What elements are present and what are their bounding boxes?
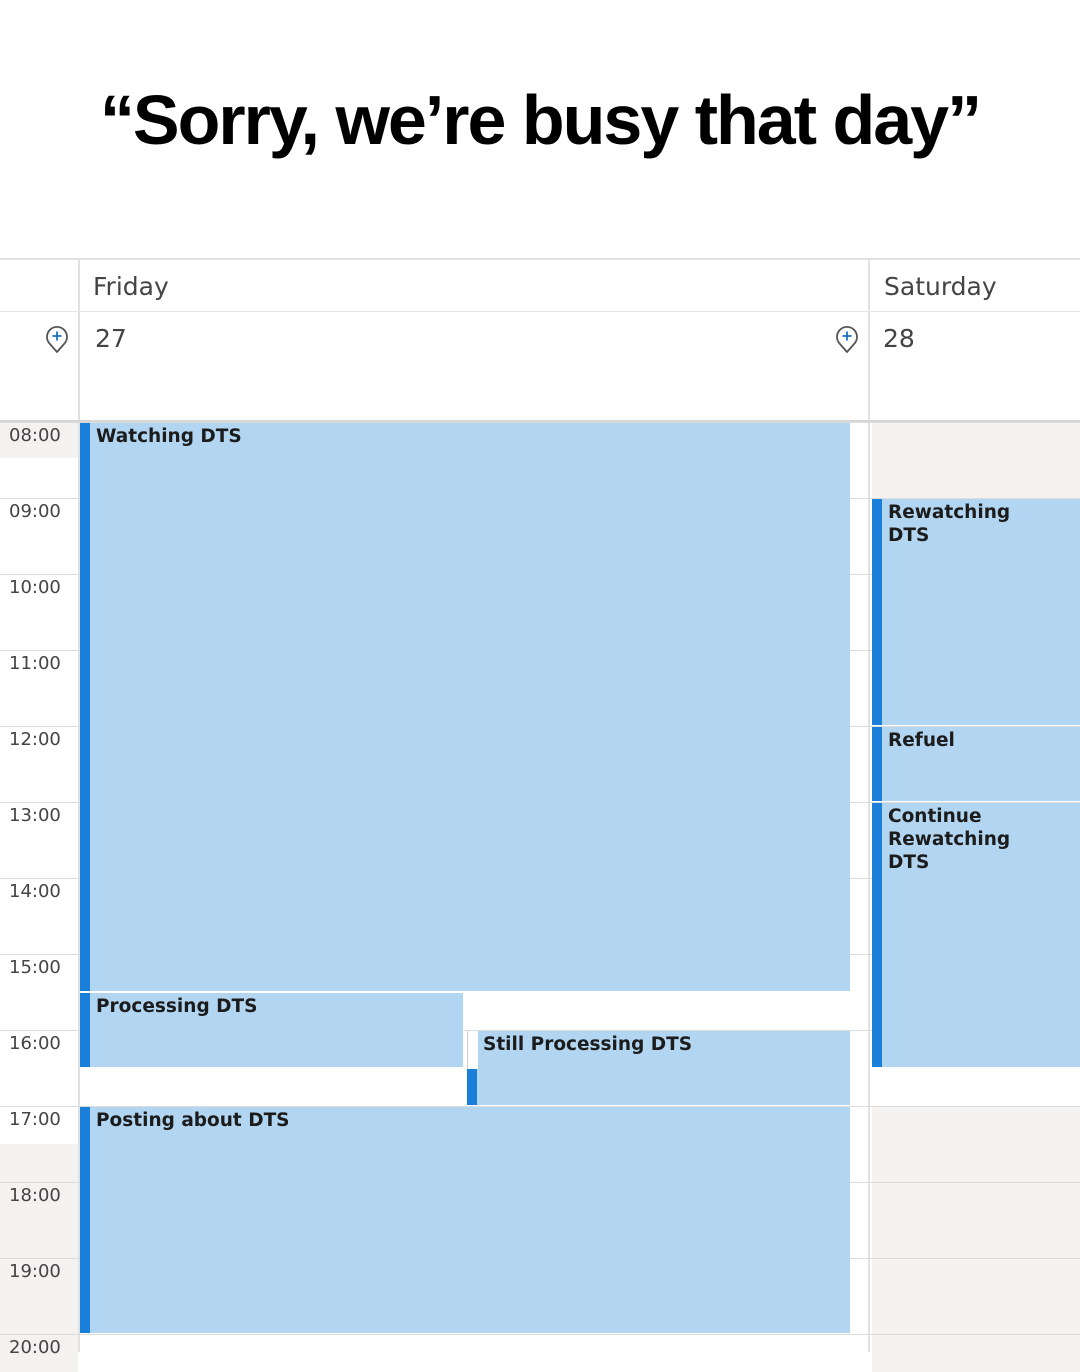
event-title: Posting about DTS [96, 1110, 290, 1131]
day-header-saturday[interactable]: Saturday [884, 272, 997, 301]
day-date-saturday[interactable]: 28 [883, 324, 915, 353]
divider [0, 420, 1080, 422]
calendar-event[interactable]: Posting about DTS [80, 1107, 850, 1333]
hour-label: 08:00 [9, 425, 61, 446]
divider [0, 311, 1080, 312]
event-color-bar [872, 499, 882, 725]
off-hours-shade [0, 422, 78, 458]
hour-label: 14:00 [9, 881, 61, 902]
divider [78, 260, 80, 1352]
hour-label: 12:00 [9, 729, 61, 750]
event-color-bar [872, 803, 882, 1067]
hour-label: 17:00 [9, 1109, 61, 1130]
hour-label: 19:00 [9, 1261, 61, 1282]
hour-line [0, 1334, 1080, 1335]
calendar-event[interactable]: Watching DTS [80, 423, 850, 991]
hour-label: 13:00 [9, 805, 61, 826]
calendar-week-view: Friday 27 Saturday 28 08:00 09:00 10:00 11:… [0, 258, 1080, 1372]
event-title: Refuel [888, 730, 955, 751]
event-color-bar [80, 993, 90, 1067]
event-color-bar [80, 1107, 90, 1333]
divider [868, 260, 870, 1352]
event-title: Continue Rewatching DTS [888, 806, 1011, 873]
calendar-event[interactable]: Still Processing DTS [467, 1031, 850, 1105]
off-hours-shade [872, 422, 1080, 498]
event-title: Watching DTS [96, 426, 242, 447]
day-date-friday[interactable]: 27 [95, 324, 127, 353]
hour-line [0, 1030, 1080, 1031]
event-color-bar [872, 727, 882, 801]
calendar-event[interactable]: Continue Rewatching DTS [872, 803, 1080, 1067]
hour-label: 15:00 [9, 957, 61, 978]
calendar-event[interactable]: Processing DTS [80, 993, 463, 1067]
add-location-pin-icon[interactable] [834, 325, 860, 355]
event-color-bar-gap [467, 1031, 478, 1069]
off-hours-shade [872, 1106, 1080, 1372]
hour-label: 16:00 [9, 1033, 61, 1054]
hour-label: 20:00 [9, 1337, 61, 1358]
hour-label: 09:00 [9, 501, 61, 522]
day-header-friday[interactable]: Friday [93, 272, 169, 301]
headline: “Sorry, we’re busy that day” [99, 81, 982, 159]
event-title: Still Processing DTS [483, 1034, 693, 1055]
event-color-bar [467, 1069, 477, 1105]
hour-label: 11:00 [9, 653, 61, 674]
hour-label: 10:00 [9, 577, 61, 598]
event-title: Processing DTS [96, 996, 258, 1017]
event-title: Rewatching DTS [888, 502, 1011, 546]
calendar-event[interactable]: Rewatching DTS [872, 499, 1080, 725]
hour-label: 18:00 [9, 1185, 61, 1206]
hour-line [0, 422, 1080, 423]
event-color-bar [80, 423, 90, 991]
calendar-event[interactable]: Refuel [872, 727, 1080, 801]
hour-line [0, 1106, 1080, 1107]
add-location-pin-icon[interactable] [44, 325, 70, 355]
